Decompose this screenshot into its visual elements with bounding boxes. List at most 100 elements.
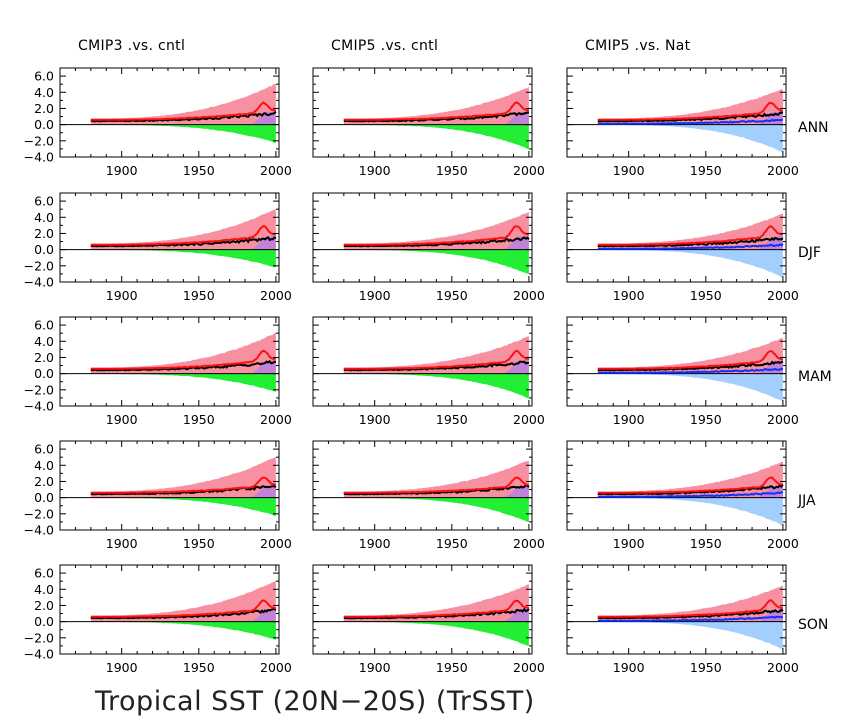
column-title-3: CMIP5 .vs. Nat <box>585 38 691 54</box>
x-tick-label: 1950 <box>690 288 722 303</box>
lower-range-band <box>597 124 783 153</box>
model-mean-line <box>90 599 277 618</box>
upper-range-band <box>90 580 276 622</box>
observed-line <box>90 236 277 248</box>
panel-1-djf: 1900 1950 2000 6.04.02.00.0−2.0 −4.0 <box>24 192 292 303</box>
model-mean-line <box>90 349 277 370</box>
panel-1-son: 1900 1950 2000 6.04.02.00.0−2.0 −4.0 <box>24 564 292 675</box>
y-tick-label: −4.0 <box>24 399 54 414</box>
lower-range-band <box>597 249 783 278</box>
model-mean-line <box>90 224 277 246</box>
y-tick-label: −2.0 <box>24 630 54 645</box>
x-tick-label: 1900 <box>613 536 645 551</box>
upper-range-band <box>90 456 276 498</box>
panel-frame <box>566 440 787 531</box>
lower-range-band <box>90 621 276 641</box>
x-tick-label: 2000 <box>260 536 292 551</box>
panel-frame <box>566 67 787 158</box>
y-tick-label: 2.0 <box>34 350 54 365</box>
x-tick-label: 1900 <box>359 412 391 427</box>
row-label-ann: ANN <box>798 120 829 136</box>
lower-range-band <box>597 373 783 402</box>
x-tick-label: 2000 <box>767 412 799 427</box>
x-tick-label: 1900 <box>106 536 138 551</box>
x-tick-label: 2000 <box>767 660 799 675</box>
x-tick-label: 1950 <box>183 412 215 427</box>
panel-2-mam: 1900 1950 2000 <box>312 316 545 427</box>
y-tick-label: 6.0 <box>34 69 54 84</box>
y-tick-label: 4.0 <box>34 334 54 349</box>
overlap-band <box>252 233 276 250</box>
y-tick-label: 0.0 <box>34 614 54 629</box>
y-tick-label: 2.0 <box>34 101 54 116</box>
lower-range-band <box>343 373 529 399</box>
panel-frame <box>312 67 533 158</box>
observed-line <box>90 359 277 372</box>
x-tick-label: 2000 <box>260 288 292 303</box>
panel-frame <box>312 192 533 283</box>
lower-range-band <box>90 497 276 517</box>
y-tick-label: −4.0 <box>24 647 54 662</box>
y-tick-label: 0.0 <box>34 242 54 257</box>
x-tick-label: 1950 <box>183 536 215 551</box>
x-tick-label: 2000 <box>260 412 292 427</box>
observed-line <box>343 111 530 123</box>
panel-frame <box>566 316 787 407</box>
model-mean-line <box>597 101 783 121</box>
x-tick-label: 2000 <box>767 536 799 551</box>
row-label-djf: DJF <box>798 245 821 261</box>
panel-frame <box>59 440 280 531</box>
x-tick-label: 1900 <box>106 288 138 303</box>
x-tick-label: 1950 <box>436 288 468 303</box>
x-tick-label: 1900 <box>106 412 138 427</box>
lower-range-band <box>343 249 529 275</box>
x-tick-label: 1950 <box>183 288 215 303</box>
y-tick-label: 2.0 <box>34 474 54 489</box>
upper-range-band <box>597 213 783 250</box>
observed-line <box>343 360 530 372</box>
observed-line <box>343 236 530 248</box>
model-mean-line <box>90 101 276 121</box>
lower-range-band <box>597 621 783 650</box>
x-tick-label: 1900 <box>359 536 391 551</box>
lower-range-band <box>90 124 276 143</box>
panel-1-jja: 1900 1950 2000 6.04.02.00.0−2.0 −4.0 <box>24 440 292 551</box>
x-tick-label: 1900 <box>613 660 645 675</box>
panel-frame <box>59 67 280 158</box>
x-tick-label: 2000 <box>513 536 545 551</box>
panel-frame <box>566 192 787 283</box>
model-mean-line <box>343 599 530 618</box>
y-tick-label: 4.0 <box>34 582 54 597</box>
model-mean-line <box>597 599 784 618</box>
y-tick-label: 0.0 <box>34 366 54 381</box>
x-tick-label: 2000 <box>260 163 292 178</box>
panel-3-son: 1900 1950 2000 <box>566 564 799 675</box>
y-tick-label: −2.0 <box>24 258 54 273</box>
x-tick-label: 1950 <box>690 536 722 551</box>
x-tick-label: 1900 <box>106 660 138 675</box>
model-mean-line <box>597 476 784 494</box>
x-tick-label: 1950 <box>690 163 722 178</box>
y-tick-label: 6.0 <box>34 566 54 581</box>
lower-range-band <box>343 621 529 646</box>
model-mean-line <box>343 349 530 370</box>
natural-forcing-mean-line <box>597 491 784 498</box>
y-tick-label: 6.0 <box>34 194 54 209</box>
x-tick-label: 1950 <box>183 660 215 675</box>
x-tick-label: 2000 <box>513 163 545 178</box>
observed-line <box>343 483 530 496</box>
column-title-2: CMIP5 .vs. cntl <box>331 38 438 54</box>
model-mean-line <box>343 476 529 494</box>
panel-3-djf: 1900 1950 2000 <box>566 192 799 303</box>
overlap-band <box>252 608 276 622</box>
x-tick-label: 1950 <box>690 660 722 675</box>
x-tick-label: 1950 <box>690 412 722 427</box>
y-tick-label: −2.0 <box>24 382 54 397</box>
row-label-mam: MAM <box>798 369 832 385</box>
x-tick-label: 1950 <box>183 163 215 178</box>
x-tick-label: 1950 <box>436 412 468 427</box>
x-tick-label: 2000 <box>513 288 545 303</box>
model-mean-line <box>597 225 784 246</box>
x-tick-label: 1900 <box>106 163 138 178</box>
